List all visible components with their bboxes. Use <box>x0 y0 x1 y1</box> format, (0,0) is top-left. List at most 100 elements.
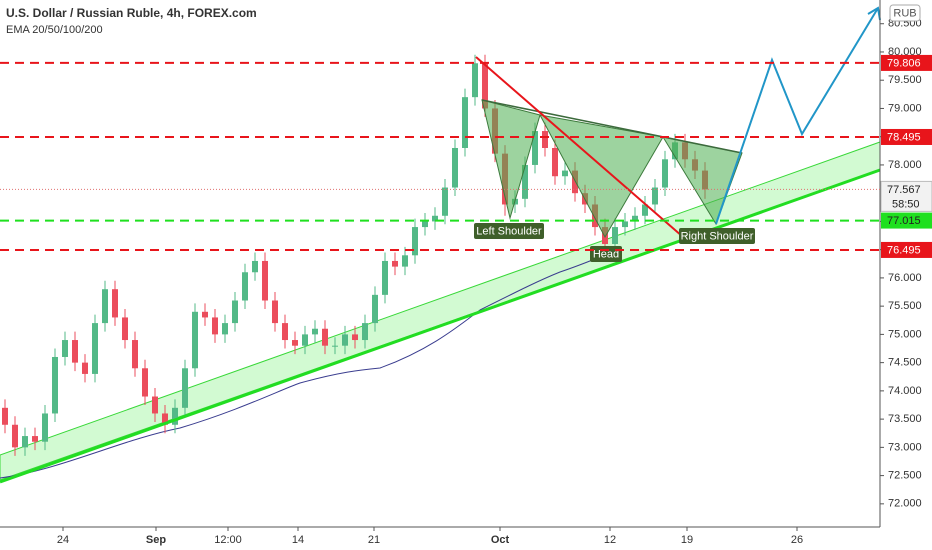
indicator-label: EMA 20/50/100/200 <box>6 24 103 36</box>
drawings: Left Shoulder Head Right Shoulder <box>0 6 881 484</box>
candle-body <box>452 147 458 188</box>
candle-body <box>362 323 368 341</box>
level-price-box <box>881 54 932 71</box>
candle-body <box>152 396 158 414</box>
candle-body <box>462 97 468 148</box>
projection-arrow <box>867 6 881 21</box>
level-price-label: 79.806 <box>887 57 921 69</box>
annotation: Right Shoulder <box>681 230 754 242</box>
candle-body <box>32 436 38 442</box>
candle-body <box>72 340 78 363</box>
y-tick-label: 75.000 <box>888 328 922 340</box>
x-tick-label: Oct <box>491 534 510 546</box>
pattern-shape <box>481 99 541 220</box>
x-tick-label: 12:00 <box>214 534 242 546</box>
candle-body <box>272 300 278 324</box>
candle-body <box>422 221 428 228</box>
candle-body <box>382 260 388 295</box>
candle-body <box>172 407 178 425</box>
x-tick-label: 21 <box>368 534 380 546</box>
candle-body <box>402 255 408 267</box>
y-tick-label: 74.000 <box>888 385 922 397</box>
candle-body <box>532 131 538 165</box>
candle-body <box>482 63 488 109</box>
neck-line <box>481 99 743 154</box>
last-price-label: 77.567 <box>887 184 921 196</box>
currency-box <box>889 4 921 22</box>
candle-body <box>612 227 618 245</box>
candle-body <box>252 260 258 273</box>
candle-body <box>662 159 668 188</box>
countdown: 58:50 <box>892 198 920 210</box>
annotation-box <box>474 223 544 239</box>
y-tick-label: 73.500 <box>888 413 922 425</box>
annotation-box <box>590 246 622 262</box>
candle-body <box>162 413 168 425</box>
candle-body <box>132 340 138 369</box>
candle-body <box>622 221 628 228</box>
candle-body <box>192 311 198 369</box>
x-tick-label: 26 <box>791 534 803 546</box>
candle-body <box>472 63 478 98</box>
y-tick-label: 80.000 <box>888 46 922 58</box>
y-tick-label: 79.500 <box>888 74 922 86</box>
candle-body <box>372 294 378 324</box>
candle-body <box>432 215 438 222</box>
candle-body <box>292 340 298 346</box>
chart-title: U.S. Dollar / Russian Ruble, 4h, FOREX.c… <box>6 6 257 20</box>
y-tick-label: 72.500 <box>888 470 922 482</box>
y-tick-label: 73.000 <box>888 441 922 453</box>
currency: RUB <box>893 7 916 19</box>
candle-body <box>82 362 88 374</box>
annotation-box <box>679 228 755 244</box>
level-price-label: 76.495 <box>887 244 921 256</box>
level-price-box <box>881 212 932 229</box>
projection <box>715 7 879 225</box>
x-tick-label: Sep <box>146 534 166 546</box>
candle-body <box>642 204 648 216</box>
candle-body <box>222 323 228 335</box>
candle-body <box>302 334 308 346</box>
candle-body <box>522 164 528 199</box>
y-tick-label: 74.500 <box>888 357 922 369</box>
candle-body <box>442 187 448 216</box>
annotation: Head <box>593 248 619 260</box>
candle-body <box>342 334 348 346</box>
candle-body <box>392 260 398 267</box>
candle-body <box>112 289 118 318</box>
candle-body <box>62 340 68 357</box>
candle-body <box>122 317 128 341</box>
candle-body <box>12 424 18 448</box>
level-price-label: 78.495 <box>887 131 921 143</box>
candle-body <box>652 187 658 205</box>
candle-body <box>182 368 188 408</box>
candle-body <box>352 334 358 341</box>
y-tick-label: 78.000 <box>888 159 922 171</box>
candle-body <box>282 323 288 341</box>
level-price-label: 77.015 <box>887 215 921 227</box>
y-tick-label: 79.000 <box>888 102 922 114</box>
candle-body <box>232 300 238 324</box>
level-price-box <box>881 128 932 145</box>
red-trend-line <box>475 56 691 244</box>
candle-body <box>212 317 218 335</box>
candle-body <box>542 131 548 148</box>
x-tick-label: 12 <box>604 534 616 546</box>
candle-body <box>22 436 28 448</box>
candle-body <box>2 407 8 425</box>
candle-body <box>202 311 208 318</box>
candle-body <box>562 170 568 177</box>
ema-line <box>0 249 621 479</box>
candle-body <box>92 323 98 374</box>
candle-body <box>632 215 638 222</box>
y-tick-label: 72.000 <box>888 498 922 510</box>
candle-body <box>322 328 328 346</box>
candle-body <box>102 289 108 324</box>
level-price-box <box>881 241 932 258</box>
y-tick-label: 75.500 <box>888 300 922 312</box>
candle-body <box>572 170 578 194</box>
x-tick-label: 24 <box>57 534 69 546</box>
